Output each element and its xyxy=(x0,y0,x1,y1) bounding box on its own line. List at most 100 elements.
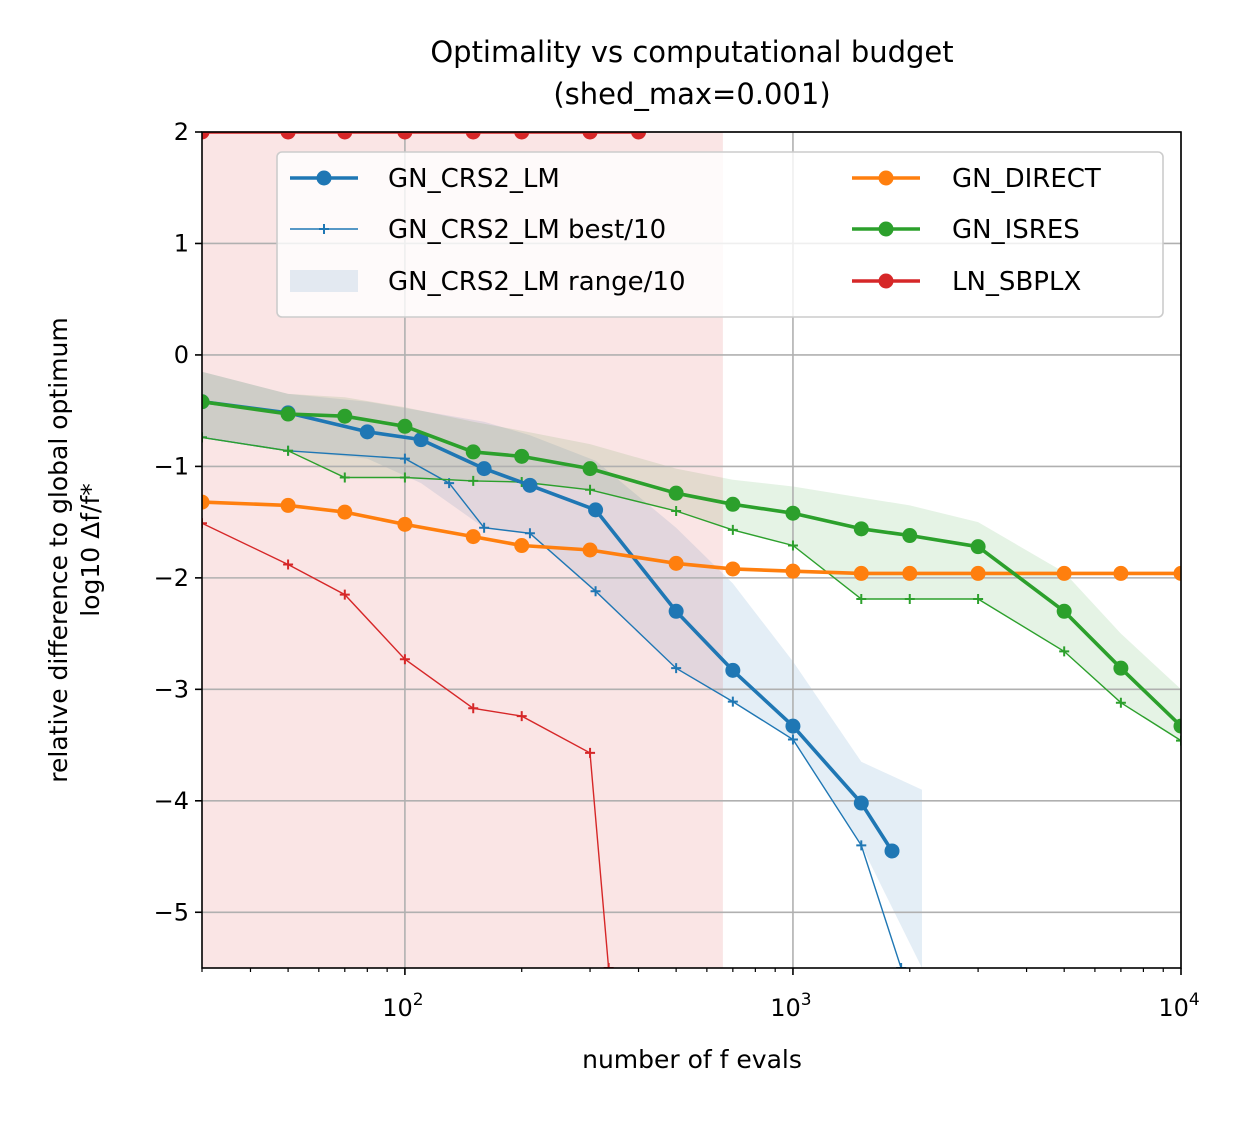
gn-isres-point xyxy=(280,406,296,422)
y-tick-label: 2 xyxy=(174,118,189,146)
legend-gn-crs2-lm-best-10-swatch-marker xyxy=(319,224,329,234)
gn-direct-point xyxy=(1173,565,1181,581)
gn-direct-point xyxy=(337,504,353,520)
ln-sbplx-best-point xyxy=(202,518,207,529)
ln-sbplx-best-point xyxy=(283,559,294,570)
gn-isres-best-point xyxy=(399,472,410,483)
ln-sbplx-point xyxy=(631,132,647,140)
gn-isres-point xyxy=(337,408,353,424)
y-axis-label-line2: log10 Δf/f* xyxy=(76,483,105,617)
gn-isres-line xyxy=(202,399,1181,728)
ln-sbplx-best-point xyxy=(339,589,350,600)
ln-sbplx-point xyxy=(582,132,598,140)
gn-direct-point xyxy=(785,563,801,579)
gn-isres-best-point xyxy=(1176,735,1181,746)
gn-isres-best-line xyxy=(202,436,1181,742)
legend-gn-crs2-lm-range-10-label: GN_CRS2_LM range/10 xyxy=(388,267,686,297)
gn-isres-best-point xyxy=(671,505,682,516)
y-tick-label: −4 xyxy=(154,787,189,815)
legend-gn-direct-swatch-marker xyxy=(878,170,894,186)
y-tick-label: −3 xyxy=(154,675,189,703)
gn-direct-point xyxy=(465,529,481,545)
gn-crs2-lm-point xyxy=(359,424,375,440)
ln-sbplx-best-line xyxy=(202,522,610,968)
ln-sbplx-point xyxy=(465,132,481,140)
gn-isres-point xyxy=(902,528,918,544)
gn-isres-point xyxy=(970,539,986,555)
ln-sbplx-best-point xyxy=(603,963,614,968)
x-axis-label: number of f evals xyxy=(582,1045,802,1074)
gn-crs2-lm-range-band xyxy=(202,371,922,968)
legend-gn-crs2-lm-swatch-marker xyxy=(316,170,332,186)
ln-sbplx-point xyxy=(280,132,296,140)
gn-crs2-lm-point xyxy=(785,718,801,734)
gn-isres-best-point xyxy=(1115,697,1126,708)
gn-crs2-lm-best-point xyxy=(479,522,490,533)
ln-sbplx-point xyxy=(514,132,530,140)
gn-direct-point xyxy=(970,565,986,581)
gn-crs2-lm-best-point xyxy=(896,963,907,968)
gn-isres-point xyxy=(465,444,481,460)
gn-isres-best-point xyxy=(904,594,915,605)
gn-isres-point xyxy=(725,496,741,512)
gn-isres-point xyxy=(668,485,684,501)
gn-crs2-lm-best-point xyxy=(856,840,867,851)
gn-crs2-lm-best-point xyxy=(524,528,535,539)
ln-sbplx-range-band xyxy=(202,132,723,968)
gn-direct-point xyxy=(280,497,296,513)
gn-isres-point xyxy=(785,505,801,521)
ln-sbplx-best-point xyxy=(585,747,596,758)
legend-ln-sbplx-label: LN_SBPLX xyxy=(952,267,1081,297)
legend-gn-direct-label: GN_DIRECT xyxy=(952,164,1101,194)
gn-isres-best-point xyxy=(727,524,738,535)
gn-isres-best-point xyxy=(202,432,207,443)
x-tick-label: 104 xyxy=(1158,990,1199,1022)
gn-isres-best-point xyxy=(468,475,479,486)
ln-sbplx-point xyxy=(397,132,413,140)
gn-crs2-lm-point xyxy=(725,662,741,678)
x-tick-label: 103 xyxy=(770,990,811,1022)
legend-box xyxy=(276,151,1164,318)
y-tick-label: 0 xyxy=(174,341,189,369)
gn-isres-best-point xyxy=(585,484,596,495)
ln-sbplx-best-point xyxy=(516,711,527,722)
gn-crs2-lm-best-point xyxy=(399,453,410,464)
gn-crs2-lm-line xyxy=(202,399,894,852)
gn-isres-point xyxy=(514,448,530,464)
chart-title-line2: (shed_max=0.001) xyxy=(553,77,830,111)
gn-isres-best-point xyxy=(787,540,798,551)
gn-isres-best-point xyxy=(856,594,867,605)
gn-isres-best-point xyxy=(283,445,294,456)
ln-sbplx-best-point xyxy=(399,654,410,665)
gn-isres-best-point xyxy=(1059,646,1070,657)
gn-isres-point xyxy=(1113,660,1129,676)
ln-sbplx-point xyxy=(202,132,210,140)
gn-crs2-lm-point xyxy=(588,502,604,518)
gn-crs2-lm-best-point xyxy=(727,696,738,707)
gn-isres-point xyxy=(582,461,598,477)
gn-crs2-lm-point xyxy=(884,843,900,859)
chart-title-line1: Optimality vs computational budget xyxy=(430,35,953,69)
ln-sbplx-point xyxy=(337,132,353,140)
gn-direct-point xyxy=(582,542,598,558)
legend-gn-isres-swatch-marker xyxy=(878,221,894,237)
gn-crs2-lm-point xyxy=(413,432,429,448)
y-tick-label: −1 xyxy=(154,452,189,480)
gn-isres-point xyxy=(1056,603,1072,619)
gn-crs2-lm-best-line xyxy=(202,436,902,968)
legend-gn-crs2-lm-range-10-swatch-band xyxy=(290,270,358,292)
axes-layer: 2 1 0 −1 −2 −3 −4 −5 102 103 104 xyxy=(154,118,1200,1022)
gn-isres-point xyxy=(1173,718,1181,734)
gn-isres-point xyxy=(853,521,869,537)
gn-isres-point xyxy=(202,394,210,410)
gn-crs2-lm-point xyxy=(853,795,869,811)
y-axis-label-line1: relative difference to global optimum xyxy=(44,317,73,782)
gn-crs2-lm-best-point xyxy=(671,663,682,674)
legend-gn-crs2-lm-label: GN_CRS2_LM xyxy=(388,164,560,194)
gn-direct-point xyxy=(1113,565,1129,581)
gn-direct-line xyxy=(202,500,1181,576)
plot-frame xyxy=(201,131,1182,969)
gn-direct-point xyxy=(397,516,413,532)
gn-crs2-lm-best-point xyxy=(787,734,798,745)
gn-direct-point xyxy=(202,494,210,510)
